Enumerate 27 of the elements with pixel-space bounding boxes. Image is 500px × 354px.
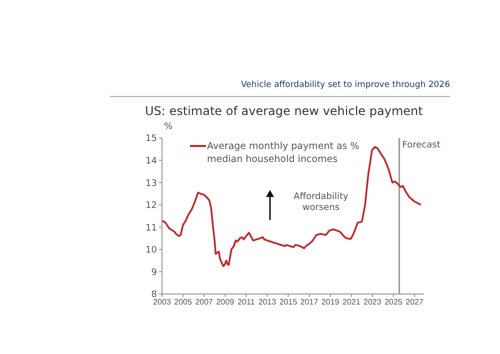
x-tick-label: 2009 bbox=[216, 298, 235, 307]
x-tick-label: 2017 bbox=[300, 298, 319, 307]
x-tick-label: 2021 bbox=[342, 298, 361, 307]
y-tick-label: 14 bbox=[146, 156, 158, 166]
y-tick-label: 9 bbox=[151, 268, 158, 278]
y-tick-label: 15 bbox=[146, 134, 157, 144]
x-tick-label: 2005 bbox=[174, 298, 192, 307]
x-tick-label: 2023 bbox=[364, 298, 382, 307]
y-tick-label: 8 bbox=[151, 290, 158, 300]
x-tick-label: 2015 bbox=[279, 298, 298, 307]
x-tick-label: 2013 bbox=[258, 298, 277, 307]
chart-title: Vehicle affordability set to improve through 2026 bbox=[240, 80, 450, 90]
annotation: Affordability worsens bbox=[292, 192, 350, 214]
chart-subtitle: US: estimate of average new vehicle payment bbox=[145, 104, 423, 118]
y-tick-label: 11 bbox=[146, 223, 157, 234]
x-tick-label: 2027 bbox=[406, 298, 424, 307]
y-axis-title: % bbox=[164, 122, 173, 132]
x-tick-label: 2011 bbox=[238, 298, 256, 307]
legend-label: Average monthly payment as % median household incomes bbox=[207, 140, 360, 166]
x-tick-label: 2019 bbox=[321, 298, 340, 307]
y-tick-label: 13 bbox=[146, 178, 157, 189]
x-tick-label: 2007 bbox=[195, 298, 214, 307]
x-tick-label: 2025 bbox=[384, 298, 403, 307]
y-tick-label: 10 bbox=[146, 246, 158, 256]
ref-line-label: Forecast bbox=[402, 140, 441, 150]
x-tick-label: 2003 bbox=[153, 298, 172, 307]
y-tick-label: 12 bbox=[146, 201, 157, 212]
